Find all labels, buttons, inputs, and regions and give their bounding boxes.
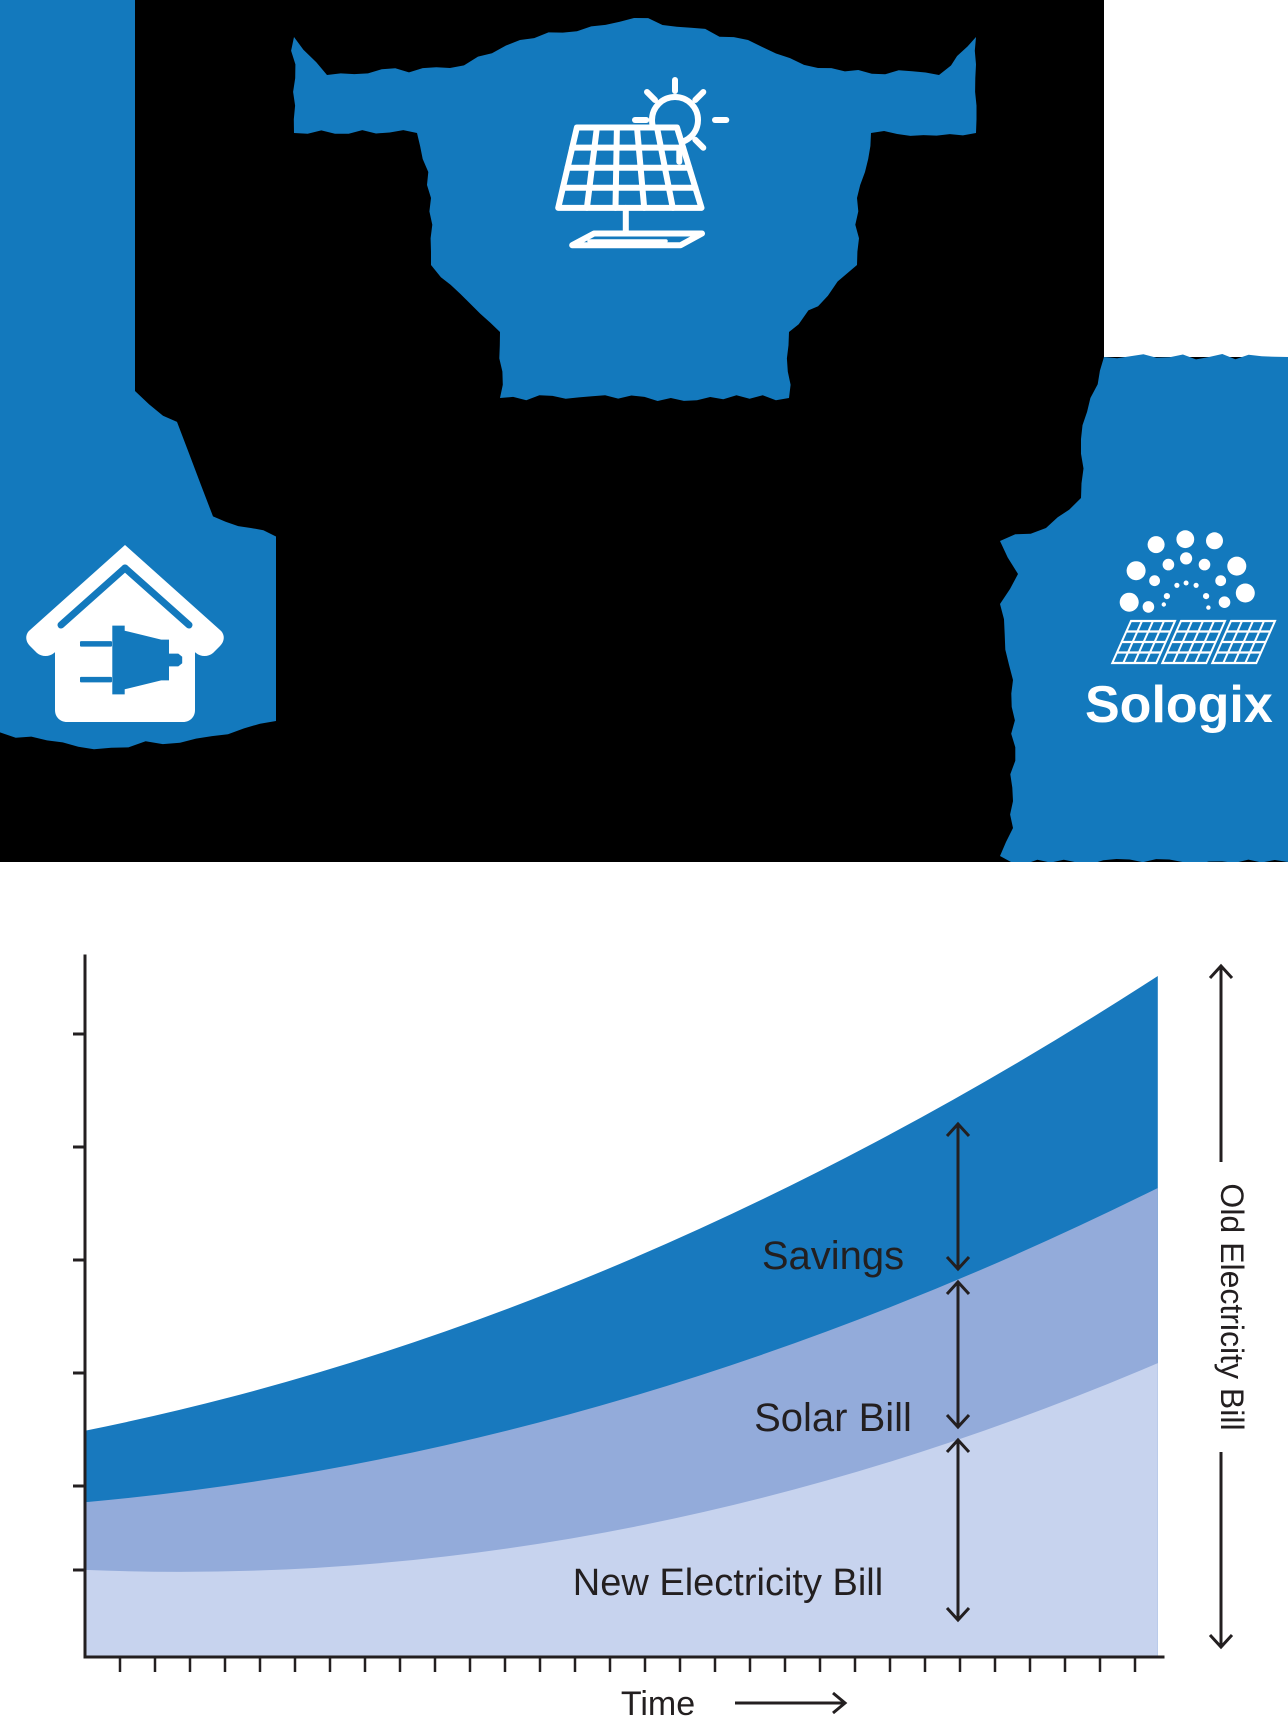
svg-text:Old Electricity Bill: Old Electricity Bill — [1214, 1183, 1250, 1430]
svg-text:New Electricity Bill: New Electricity Bill — [573, 1562, 883, 1604]
svg-text:Sologix: Sologix — [1085, 676, 1273, 734]
svg-text:Solar Bill: Solar Bill — [754, 1396, 912, 1440]
svg-text:Time: Time — [621, 1685, 695, 1723]
svg-text:Savings: Savings — [762, 1234, 904, 1278]
